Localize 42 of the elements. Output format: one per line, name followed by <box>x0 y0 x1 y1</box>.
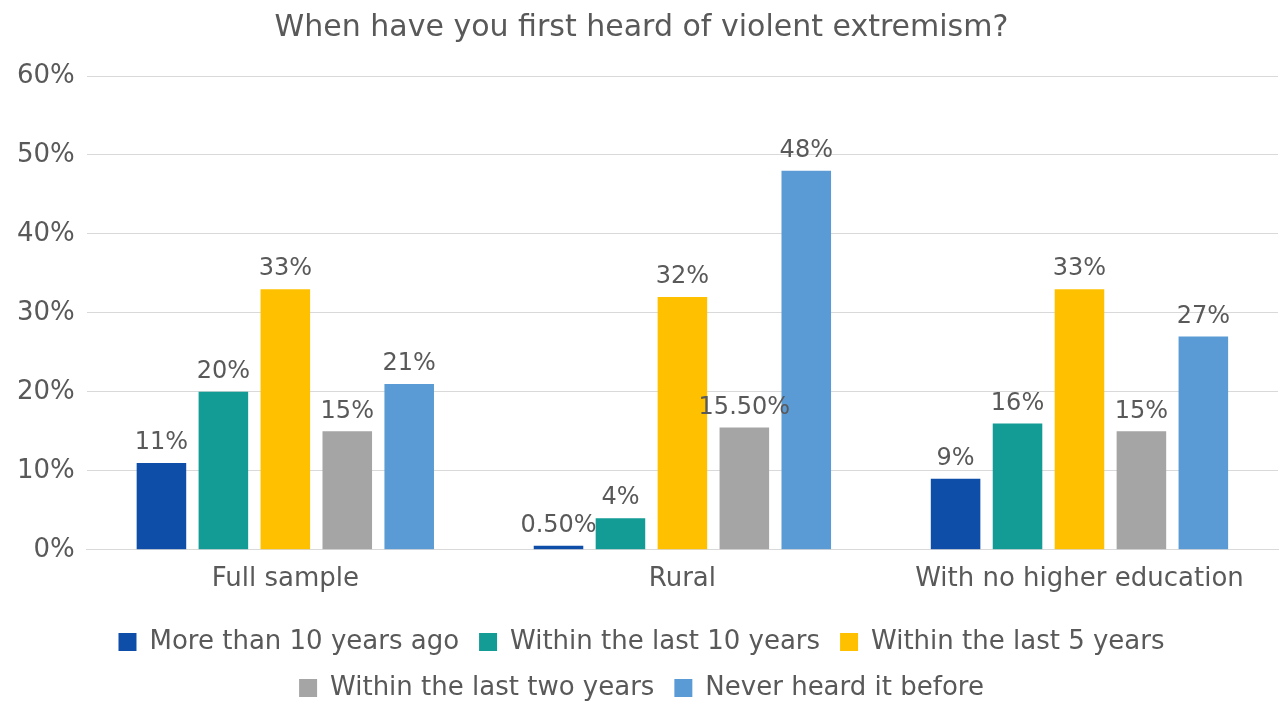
y-tick-label: 0% <box>33 532 75 563</box>
bar <box>322 431 373 550</box>
data-label: 27% <box>1176 300 1231 329</box>
y-tick-label: 50% <box>16 137 75 168</box>
legend-label: Within the last two years <box>330 670 655 701</box>
legend-label: Never heard it before <box>705 670 984 701</box>
data-label: 48% <box>779 134 833 163</box>
bar <box>1178 336 1229 550</box>
bar <box>1116 431 1167 550</box>
data-label: 0.50% <box>520 510 597 539</box>
data-label: 11% <box>134 427 189 456</box>
data-label: 21% <box>382 348 436 377</box>
data-label: 9% <box>936 442 975 471</box>
y-tick-label: 10% <box>16 453 75 484</box>
x-tick-label: Rural <box>648 562 717 593</box>
data-label: 15% <box>1114 395 1169 424</box>
data-label: 16% <box>990 387 1045 416</box>
y-tick-label: 30% <box>16 295 75 326</box>
legend-label: Within the last 10 years <box>510 624 821 655</box>
data-label: 20% <box>196 356 251 385</box>
data-label: 33% <box>1052 253 1107 282</box>
bar <box>260 289 311 550</box>
data-label: 15% <box>320 395 374 424</box>
bar <box>198 391 249 550</box>
bar <box>384 383 434 550</box>
y-tick-label: 40% <box>16 216 75 247</box>
bar <box>719 427 770 550</box>
data-label: 33% <box>258 253 312 282</box>
bar <box>992 423 1043 550</box>
bar <box>136 462 187 550</box>
bar <box>595 518 646 550</box>
legend-label: More than 10 years ago <box>149 624 460 655</box>
y-tick-label: 20% <box>16 374 75 405</box>
x-tick-label: Full sample <box>211 562 359 593</box>
chart-title: When have you first heard of violent extremism? <box>274 7 1009 43</box>
bar <box>1054 289 1105 550</box>
data-label: 4% <box>601 482 640 511</box>
x-tick-label: With no higher education <box>915 562 1244 593</box>
legend-label: Within the last 5 years <box>871 624 1165 655</box>
y-tick-label: 60% <box>16 58 75 89</box>
bar <box>930 478 981 550</box>
data-label: 32% <box>655 261 710 290</box>
